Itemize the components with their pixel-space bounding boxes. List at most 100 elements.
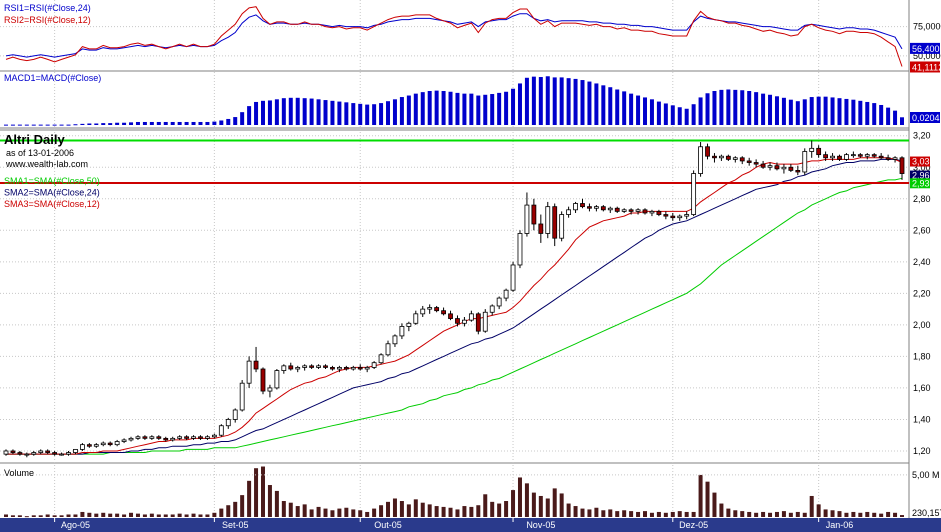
volume-bar [830,510,835,517]
volume-bar [406,504,411,517]
volume-bar [462,506,467,517]
macd-bar [733,89,738,125]
volume-bar [441,506,446,517]
macd-bar [80,123,85,125]
macd-bar [517,83,522,125]
price-value: 3,03 [912,157,930,167]
macd-bar [511,88,516,125]
candle-body [830,155,835,159]
macd-bar [580,80,585,125]
volume-bar [455,509,460,517]
volume-bar [281,501,286,517]
volume-bar [108,513,113,517]
macd-bar [108,123,113,125]
candle-body [559,214,565,239]
candle-body [566,209,572,215]
volume-bar [816,504,821,517]
macd-pane[interactable]: MACD1=MACD(#Close) 0,0204 [4,73,940,126]
candle-body [573,203,578,211]
macd-bar [649,99,654,125]
candle-body [795,170,801,173]
macd-bar [726,89,731,125]
candle-body [316,365,321,368]
volume-pane[interactable]: 5,00 M Volume 230,157 [0,466,941,518]
price-tick-label: 2,20 [913,288,931,298]
candle-body [100,442,106,446]
price-tick-label: 1,40 [913,414,931,424]
volume-bar [691,511,696,517]
volume-bar [330,510,335,517]
sma-legend: SMA2=SMA(#Close,24) [4,188,100,198]
candle-body [524,204,530,234]
volume-bar [580,508,585,517]
candle-body [274,370,280,389]
volume-bar [295,506,300,517]
candle-body [850,154,856,157]
candle-body [211,434,217,438]
volume-bar [87,512,92,517]
macd-bar [184,121,189,125]
candle-body [149,436,155,439]
volume-bar [254,468,259,517]
macd-bar [865,101,870,125]
volume-bar [129,512,134,517]
price-tick-label: 2,00 [913,320,931,330]
volume-bar [559,493,564,517]
volume-bar [392,498,397,517]
volume-bar [288,502,293,517]
price-value-badge [910,178,930,189]
volume-bar [448,507,453,517]
candle-body [503,289,509,299]
candle-body [267,387,273,392]
volume-bar [379,505,384,517]
volume-bar [149,513,154,517]
rsi-pane[interactable]: 75,0000 50,0000 RSI1=RSI(#Close,24) RSI2=RS… [4,3,941,73]
macd-bar [712,91,717,125]
macd-bar [774,96,779,125]
volume-bar [386,501,391,517]
macd-bar [316,99,321,125]
volume-bar [663,512,668,517]
volume-bar [768,512,773,517]
macd-value: 0,0204 [912,113,940,123]
volume-bar [101,512,106,517]
volume-bar [629,511,634,517]
month-label: Set-05 [222,520,249,530]
volume-bar [24,516,29,518]
price-tick-label: 1,80 [913,351,931,361]
volume-bar [608,509,613,517]
candle-body [468,313,474,321]
month-label: Dez-05 [679,520,708,530]
volume-bar [615,511,620,517]
candle-body [336,367,342,370]
volume-bar [80,511,85,517]
macd-bar [601,85,606,125]
macd-bar [844,98,849,125]
candle-body [177,436,183,439]
macd-bar [483,94,488,125]
volume-bar [177,513,182,517]
macd-bar [413,93,418,125]
volume-bar [226,505,231,517]
macd-bar [900,117,904,125]
candle-body [38,450,44,453]
volume-bar [511,490,516,517]
candle-body [239,382,245,411]
volume-bar [781,511,786,517]
macd-bar [490,94,495,125]
volume-bar [323,508,328,517]
candle-body [767,165,773,168]
candle-body [371,362,377,368]
price-pane[interactable]: 3,20 3,00 2,80 2,60 2,40 2,20 2,00 1,80 1,60 1,40… [0,131,931,458]
volume-bar [247,480,252,517]
candle-body [385,343,391,356]
macd-bar [643,97,648,125]
candle-body [246,360,252,384]
macd-bar [247,106,252,125]
candle-body [552,206,558,239]
macd-bar [198,121,203,125]
price-source: www.wealth-lab.com [5,159,88,169]
candle-body [607,207,613,211]
macd-legend: MACD1=MACD(#Close) [4,73,101,83]
